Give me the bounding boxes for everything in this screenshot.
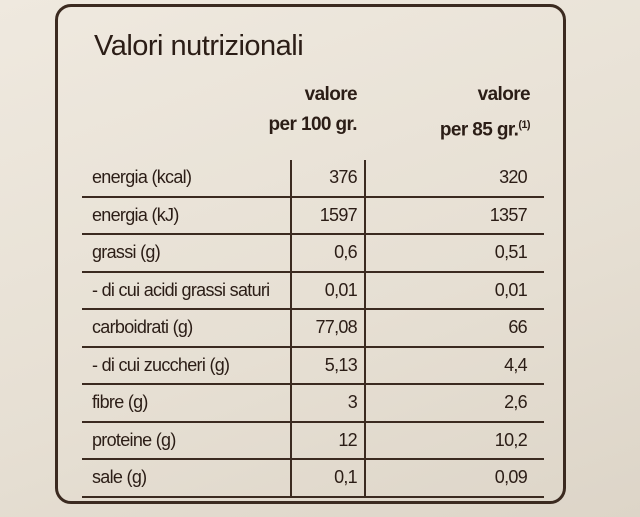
value-per-85g: 0,51 <box>494 242 528 262</box>
value-per-100g: 3 <box>347 392 358 412</box>
footnote-mark: (1) <box>518 119 530 131</box>
nutrient-name: grassi (g) <box>92 242 161 262</box>
column-divider <box>364 310 366 346</box>
column-divider <box>290 422 292 458</box>
header-line: per 85 gr.(1) <box>439 110 531 145</box>
table-row: energia (kJ) 1597 1357 <box>82 197 544 235</box>
table-row: proteine (g) 12 10,2 <box>82 422 544 460</box>
table-row: fibre (g) 3 2,6 <box>82 385 544 423</box>
column-divider <box>290 160 292 196</box>
column-divider <box>290 460 292 496</box>
column-divider <box>364 197 366 233</box>
table-row: carboidrati (g) 77,08 66 <box>82 310 544 348</box>
nutrient-name: - di cui acidi grassi saturi <box>92 279 270 300</box>
column-divider <box>364 235 366 271</box>
header-text: per 85 gr. <box>439 119 519 141</box>
column-divider <box>290 235 292 271</box>
column-divider <box>290 197 292 233</box>
value-per-100g: 376 <box>329 167 358 187</box>
header-line: valore <box>477 84 531 105</box>
nutrition-table: energia (kcal) 376 320 energia (kJ) 1597 1357… <box>82 160 544 498</box>
value-per-85g: 0,09 <box>494 467 528 487</box>
value-per-85g: 2,6 <box>504 392 528 412</box>
value-per-100g: 0,1 <box>334 467 358 487</box>
column-divider <box>364 460 366 496</box>
table-row: sale (g) 0,1 0,09 <box>82 460 544 498</box>
nutrient-name: fibre (g) <box>92 392 148 412</box>
column-header: valore per 85 gr.(1) <box>439 80 531 145</box>
header-line: per 100 gr. <box>268 114 358 135</box>
value-per-100g: 0,6 <box>334 242 358 262</box>
value-per-100g: 5,13 <box>324 354 358 375</box>
nutrient-name: energia (kcal) <box>92 167 192 187</box>
column-divider <box>364 347 366 383</box>
value-per-100g: 1597 <box>319 204 358 225</box>
nutrient-name: - di cui zuccheri (g) <box>92 354 230 375</box>
nutrient-name: sale (g) <box>92 467 147 487</box>
value-per-85g: 66 <box>508 317 527 337</box>
table-row: grassi (g) 0,6 0,51 <box>82 235 544 273</box>
table-row: - di cui acidi grassi saturi 0,01 0,01 <box>82 272 544 310</box>
value-per-85g: 4,4 <box>504 354 528 375</box>
value-per-85g: 0,01 <box>494 279 528 300</box>
column-divider <box>364 385 366 421</box>
value-per-85g: 320 <box>499 167 528 187</box>
column-divider <box>364 272 366 308</box>
nutrient-name: proteine (g) <box>92 429 176 450</box>
value-per-100g: 0,01 <box>324 279 358 300</box>
label-frame <box>55 4 566 504</box>
column-divider <box>364 422 366 458</box>
column-divider <box>364 160 366 196</box>
column-header: valore per 100 gr. <box>268 80 358 140</box>
column-divider <box>290 272 292 308</box>
nutrient-name: energia (kJ) <box>92 204 179 225</box>
nutrient-name: carboidrati (g) <box>92 317 193 337</box>
table-row: - di cui zuccheri (g) 5,13 4,4 <box>82 347 544 385</box>
value-per-85g: 10,2 <box>494 429 528 450</box>
table-row: energia (kcal) 376 320 <box>82 160 544 198</box>
value-per-100g: 77,08 <box>315 317 357 337</box>
value-per-100g: 12 <box>338 429 357 450</box>
value-per-85g: 1357 <box>489 204 528 225</box>
header-line: valore <box>304 84 358 105</box>
column-divider <box>290 385 292 421</box>
column-divider <box>290 347 292 383</box>
column-divider <box>290 310 292 346</box>
title: Valori nutrizionali <box>94 30 304 62</box>
